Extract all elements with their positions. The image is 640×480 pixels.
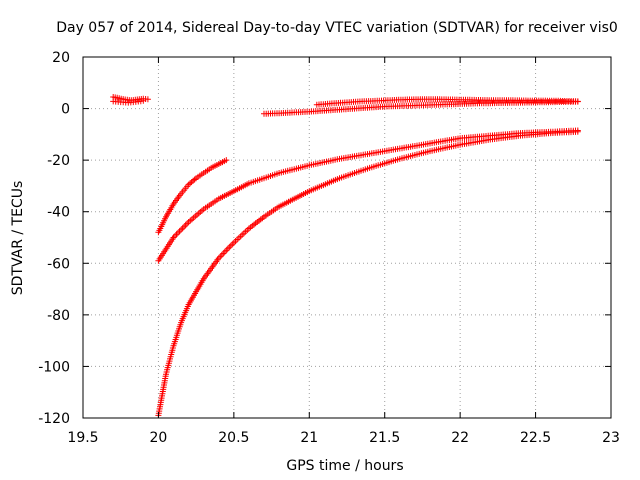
series-markers xyxy=(155,157,230,236)
y-tick-label: -20 xyxy=(47,153,70,169)
series-track-d xyxy=(313,96,581,108)
x-tick-label: 20 xyxy=(150,430,168,446)
series-track-e xyxy=(155,157,230,236)
x-tick-label: 19.5 xyxy=(67,430,98,446)
series-markers xyxy=(155,128,581,419)
series-markers xyxy=(313,96,581,108)
plot-frame xyxy=(82,56,612,419)
y-axis-title: SDTVAR / TECUs xyxy=(10,181,26,296)
series-markers xyxy=(261,98,581,117)
x-axis-ticks: 19.5 20 20.5 21 21.5 22 22.5 23 xyxy=(67,57,620,446)
y-tick-label: -40 xyxy=(47,205,70,221)
y-tick-label: -100 xyxy=(38,359,70,375)
series-track-b xyxy=(110,97,147,106)
x-tick-label: 20.5 xyxy=(218,430,249,446)
x-tick-label: 22.5 xyxy=(520,430,551,446)
series-markers xyxy=(155,127,581,264)
series-markers xyxy=(110,97,147,106)
series-track-f xyxy=(155,127,581,264)
x-tick-label: 23 xyxy=(602,430,620,446)
series-track-c xyxy=(261,98,581,117)
series-track-g xyxy=(155,128,581,419)
x-tick-label: 22 xyxy=(451,430,469,446)
y-tick-label: 0 xyxy=(61,102,70,118)
grid-lines xyxy=(83,57,611,418)
y-tick-label: -80 xyxy=(47,308,70,324)
chart-title: Day 057 of 2014, Sidereal Day-to-day VTE… xyxy=(56,20,618,36)
x-tick-label: 21.5 xyxy=(369,430,400,446)
y-tick-label: -120 xyxy=(38,411,70,427)
y-tick-label: 20 xyxy=(52,50,70,66)
y-axis-ticks: 20 0 -20 -40 -60 -80 -100 -120 xyxy=(38,50,611,427)
y-tick-label: -60 xyxy=(47,256,70,272)
x-tick-label: 21 xyxy=(300,430,318,446)
x-axis-title: GPS time / hours xyxy=(286,458,403,474)
data-series xyxy=(110,94,581,419)
axes xyxy=(82,56,612,419)
